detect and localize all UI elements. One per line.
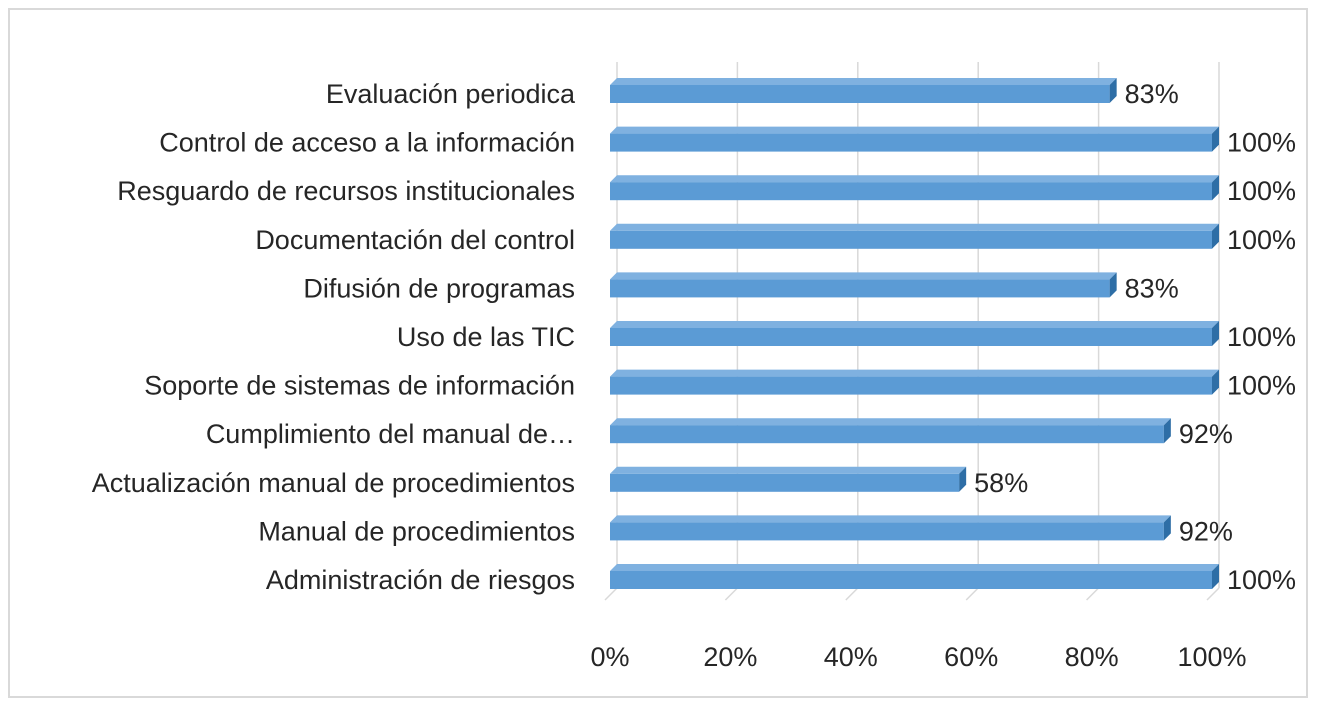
bar-end-face <box>1109 78 1117 103</box>
category-label: Control de acceso a la información <box>159 128 575 158</box>
bar-top-face <box>610 515 1171 523</box>
gridline-floor <box>1086 587 1100 601</box>
x-tick-label: 100% <box>1177 642 1246 672</box>
gridline-floor <box>724 587 738 601</box>
label-layer: 0% 20% 40% 60% 80% 100% Evaluación periodica 83… <box>92 79 1296 672</box>
category-label: Evaluación periodica <box>326 79 576 109</box>
category-label: Difusión de programas <box>303 273 575 303</box>
x-tick-label: 60% <box>944 642 998 672</box>
bar-top-face <box>610 466 967 474</box>
x-tick-label: 80% <box>1065 642 1119 672</box>
category-label: Actualización manual de procedimientos <box>92 468 575 498</box>
data-label: 92% <box>1179 516 1233 546</box>
bar-front-face <box>610 133 1212 152</box>
bar <box>610 223 1219 249</box>
x-tick-label: 20% <box>703 642 757 672</box>
category-label: Documentación del control <box>255 225 575 255</box>
bar-end-face <box>1212 126 1219 152</box>
bar-end-face <box>1212 369 1219 395</box>
x-tick-label: 0% <box>590 642 629 672</box>
bar <box>610 78 1117 103</box>
bar-top-face <box>610 418 1171 426</box>
bar <box>610 418 1171 444</box>
data-label: 100% <box>1227 128 1296 158</box>
bar-top-face <box>610 272 1117 280</box>
data-label: 100% <box>1227 176 1296 206</box>
data-label: 83% <box>1125 79 1179 109</box>
bar-front-face <box>610 376 1212 395</box>
bar-front-face <box>610 571 1212 589</box>
category-label: Cumplimiento del manual de… <box>206 419 575 449</box>
bar-front-face <box>610 522 1164 541</box>
category-label: Manual de procedimientos <box>258 516 575 546</box>
category-label: Resguardo de recursos institucionales <box>117 176 575 206</box>
bar-end-face <box>1109 272 1117 298</box>
data-label: 100% <box>1227 225 1296 255</box>
gridline-floor <box>965 587 979 601</box>
bar-end-face <box>1163 418 1171 444</box>
bar-layer <box>610 78 1219 589</box>
bar-end-face <box>959 466 967 492</box>
bar-top-face <box>610 223 1219 231</box>
category-label: Administración de riesgos <box>266 565 575 595</box>
category-label: Soporte de sistemas de información <box>144 371 575 401</box>
bar <box>610 515 1171 541</box>
bar-front-face <box>610 328 1212 346</box>
data-label: 100% <box>1227 565 1296 595</box>
bar-top-face <box>610 369 1219 377</box>
data-label: 58% <box>974 468 1028 498</box>
bar <box>610 321 1219 346</box>
bar-front-face <box>610 425 1164 444</box>
bar-front-face <box>610 230 1212 249</box>
data-label: 100% <box>1227 371 1296 401</box>
bar-top-face <box>610 78 1117 85</box>
bar <box>610 564 1219 589</box>
gridline-floor <box>845 587 859 601</box>
bar <box>610 175 1219 201</box>
bar <box>610 126 1219 152</box>
bar-front-face <box>610 279 1110 298</box>
data-label: 100% <box>1227 322 1296 352</box>
bar-end-face <box>1163 515 1171 541</box>
bar-end-face <box>1212 223 1219 249</box>
data-label: 83% <box>1125 273 1179 303</box>
bar <box>610 272 1117 298</box>
bar-front-face <box>610 473 960 492</box>
bar-top-face <box>610 564 1219 571</box>
bar-end-face <box>1212 321 1219 346</box>
data-label: 92% <box>1179 419 1233 449</box>
category-label: Uso de las TIC <box>397 322 575 352</box>
bar <box>610 466 967 492</box>
bar-top-face <box>610 321 1219 328</box>
gridline-floor <box>1206 587 1220 601</box>
bar-front-face <box>610 85 1110 103</box>
bar-top-face <box>610 126 1219 134</box>
bar-end-face <box>1212 175 1219 201</box>
x-tick-label: 40% <box>824 642 878 672</box>
bar <box>610 369 1219 395</box>
bar-front-face <box>610 182 1212 201</box>
bar-end-face <box>1212 564 1219 589</box>
gridline-floor <box>604 587 618 601</box>
bar-top-face <box>610 175 1219 183</box>
